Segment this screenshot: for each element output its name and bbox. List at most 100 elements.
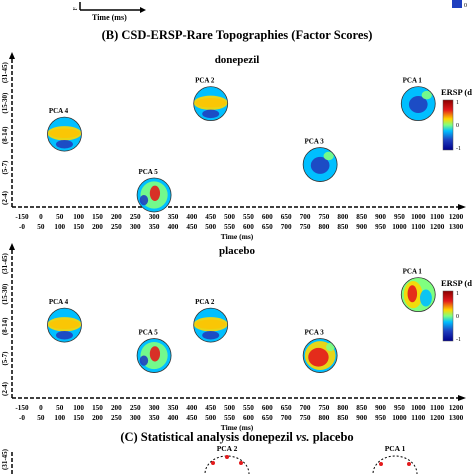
- donepezil-x-tick-bottom: 350: [149, 223, 160, 231]
- placebo-band-label: (8-14): [1, 317, 9, 335]
- donepezil-band-label: (31-45): [1, 62, 9, 84]
- placebo-point-label: PCA 4: [49, 298, 69, 306]
- donepezil-x-tick-top: 1100: [430, 213, 444, 221]
- placebo-topography-pca2: [193, 307, 229, 343]
- placebo-x-tick-top: 700: [300, 404, 311, 412]
- placebo-x-tick-bottom: 100: [54, 414, 65, 422]
- placebo-colorbar-tick: 1: [456, 291, 459, 297]
- donepezil-xlabel: Time (ms): [221, 232, 254, 241]
- donepezil-topography-pca3: [302, 147, 338, 182]
- donepezil-colorbar-tick: 1: [456, 100, 459, 106]
- placebo-x-tick-top: 650: [281, 404, 292, 412]
- donepezil-point-label: PCA 4: [49, 107, 69, 115]
- donepezil-x-tick-bottom: 250: [111, 223, 122, 231]
- placebo-x-tick-top: 250: [130, 404, 141, 412]
- panel-a-colorbar: [452, 0, 462, 8]
- donepezil-x-tick-top: 350: [168, 213, 179, 221]
- donepezil-x-tick-bottom: 500: [205, 223, 216, 231]
- donepezil-x-tick-top: 800: [337, 213, 348, 221]
- donepezil-x-tick-bottom: 1300: [449, 223, 464, 231]
- placebo-topography-pca4: [47, 307, 82, 343]
- donepezil-band-label: (8-14): [1, 126, 9, 144]
- donepezil-band-label: (2-4): [1, 190, 9, 205]
- donepezil-x-tick-bottom: 800: [319, 223, 330, 231]
- donepezil-topography-pca1: [400, 86, 436, 122]
- placebo-x-axis-arrow: [458, 395, 466, 401]
- donepezil-band-label: (5-7): [1, 160, 9, 175]
- panel-c: (C) Statistical analysis donepezil vs. p…: [1, 430, 418, 474]
- panel-a-colorbar-tick: 0: [464, 3, 467, 9]
- donepezil-x-tick-top: 50: [56, 213, 64, 221]
- donepezil-point-label: PCA 2: [195, 77, 215, 85]
- panel-c-title-vs: vs.: [296, 430, 310, 444]
- placebo-x-tick-bottom: 650: [262, 414, 273, 422]
- donepezil-point-label: PCA 5: [138, 168, 158, 176]
- placebo-xlabel: Time (ms): [221, 423, 254, 432]
- panel-a-ylabel: F: [73, 6, 79, 10]
- donepezil-x-tick-bottom: 650: [262, 223, 273, 231]
- donepezil-topography-pca4: [47, 116, 82, 152]
- placebo-subtitle: placebo: [219, 245, 256, 257]
- donepezil-x-tick-bottom: 550: [224, 223, 235, 231]
- panel-c-title: (C) Statistical analysis donepezil vs. p…: [120, 430, 353, 444]
- donepezil-colorbar: [442, 99, 454, 151]
- placebo-x-tick-bottom: 900: [356, 414, 367, 422]
- donepezil-x-tick-top: 1200: [449, 213, 464, 221]
- placebo-band-label: (31-45): [1, 253, 9, 275]
- placebo-x-tick-top: 1100: [430, 404, 444, 412]
- donepezil-x-tick-top: 950: [394, 213, 405, 221]
- donepezil-x-tick-bottom: 150: [73, 223, 84, 231]
- placebo-x-tick-top: 300: [149, 404, 160, 412]
- donepezil-x-tick-top: 600: [262, 213, 273, 221]
- placebo-x-tick-top: 400: [186, 404, 197, 412]
- placebo-x-tick-bottom: 1100: [411, 414, 425, 422]
- placebo-point-label: PCA 3: [305, 329, 325, 337]
- placebo-x-tick-bottom: 950: [375, 414, 386, 422]
- donepezil-x-tick-top: 850: [356, 213, 367, 221]
- placebo-colorbar-tick: -1: [456, 337, 461, 343]
- placebo-x-tick-bottom: 1200: [430, 414, 445, 422]
- placebo-x-tick-bottom: 1300: [449, 414, 464, 422]
- placebo-point-label: PCA 1: [403, 268, 423, 276]
- placebo-x-tick-bottom: 350: [149, 414, 160, 422]
- placebo-x-tick-bottom: 1000: [392, 414, 407, 422]
- donepezil-x-tick-top: 750: [319, 213, 330, 221]
- donepezil-x-tick-top: 650: [281, 213, 292, 221]
- placebo-x-tick-top: 100: [73, 404, 84, 412]
- donepezil-x-tick-top: 400: [186, 213, 197, 221]
- panel-b-title: (B) CSD-ERSP-Rare Topographies (Factor S…: [102, 28, 373, 42]
- donepezil-topography-pca2: [193, 86, 229, 122]
- placebo-topography-pca5: [136, 338, 172, 373]
- panel-a-fragment: F Time (ms) 0: [73, 0, 467, 22]
- donepezil-plot: donepezil (2-4) (5-7) (8-14) (15-30) (31-45) -…: [1, 52, 472, 241]
- placebo-x-tick-top: 200: [111, 404, 122, 412]
- donepezil-x-tick-bottom: 450: [186, 223, 197, 231]
- donepezil-x-tick-top: 1000: [411, 213, 426, 221]
- donepezil-legend-title: ERSP (d: [441, 87, 472, 97]
- placebo-band-label: (5-7): [1, 351, 9, 366]
- donepezil-y-axis-arrow: [9, 52, 15, 59]
- donepezil-x-tick-top: 250: [130, 213, 141, 221]
- placebo-x-tick-top: 1000: [411, 404, 426, 412]
- placebo-x-tick-bottom: 150: [73, 414, 84, 422]
- panel-c-label-pca1: PCA 1: [385, 444, 406, 453]
- panel-c-label-pca2: PCA 2: [217, 444, 238, 453]
- placebo-x-tick-top: 750: [319, 404, 330, 412]
- placebo-x-tick-top: 0: [39, 404, 43, 412]
- donepezil-x-tick-bottom: 200: [92, 223, 103, 231]
- donepezil-x-tick-bottom: 1000: [392, 223, 407, 231]
- donepezil-x-tick-bottom: 900: [356, 223, 367, 231]
- donepezil-x-tick-top: 900: [375, 213, 386, 221]
- donepezil-x-tick-top: -150: [15, 213, 29, 221]
- donepezil-x-tick-bottom: 400: [168, 223, 179, 231]
- placebo-x-tick-top: 600: [262, 404, 273, 412]
- panel-c-title-prefix: (C) Statistical analysis donepezil: [120, 430, 293, 444]
- placebo-point-label: PCA 2: [195, 298, 215, 306]
- donepezil-x-tick-top: 200: [111, 213, 122, 221]
- placebo-colorbar: [442, 290, 454, 342]
- placebo-x-tick-bottom: 550: [224, 414, 235, 422]
- donepezil-x-tick-top: 500: [224, 213, 235, 221]
- placebo-x-tick-bottom: 250: [111, 414, 122, 422]
- donepezil-x-tick-bottom: 50: [37, 223, 45, 231]
